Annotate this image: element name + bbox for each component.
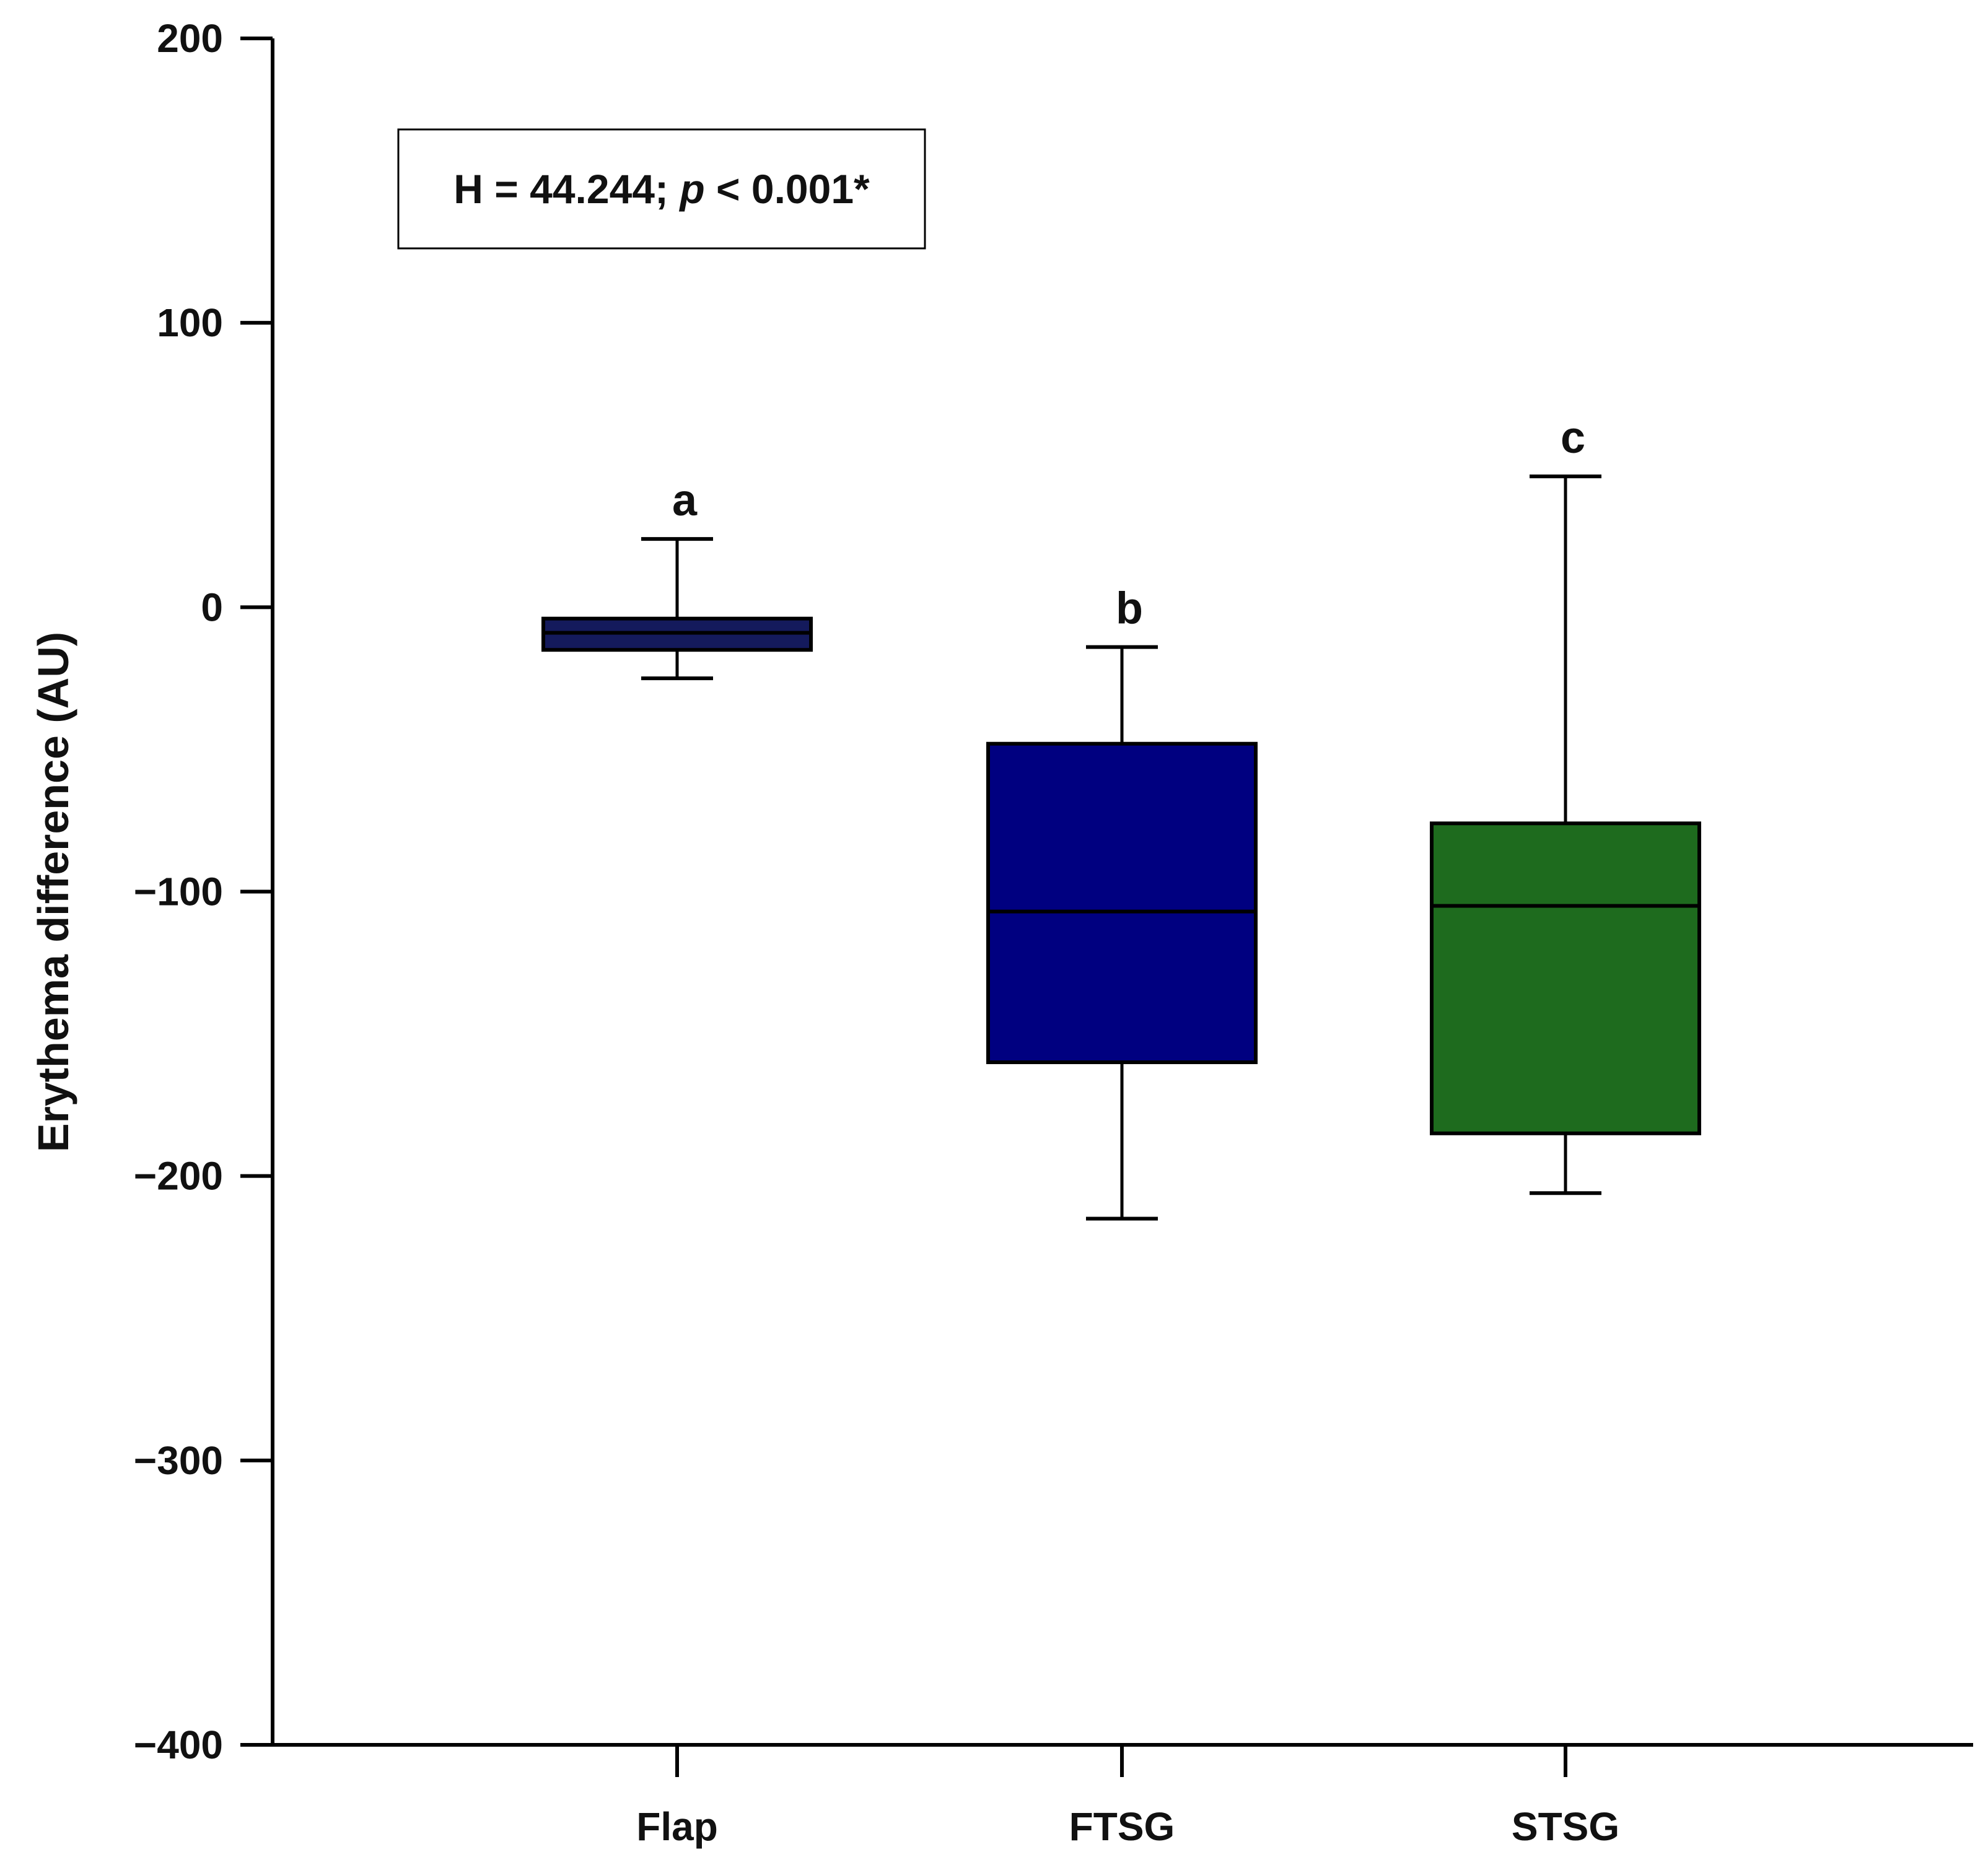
box-ftsg: b xyxy=(986,584,1258,1221)
x-tick-label: STSG xyxy=(1512,1804,1619,1849)
boxes-layer: a b c xyxy=(541,413,1701,1221)
significance-letter: b xyxy=(1116,584,1143,634)
y-ticks: 200 100 0 −100 −200 −300 −400 xyxy=(134,16,273,1767)
box-flap: a xyxy=(541,476,813,681)
y-tick-label: 0 xyxy=(201,585,223,629)
iqr-box xyxy=(986,741,1258,1064)
stat-annotation: H = 44.244; p < 0.001* xyxy=(397,128,926,250)
y-tick-label: −300 xyxy=(134,1438,223,1483)
y-tick-label: −100 xyxy=(134,870,223,914)
x-ticks: Flap FTSG STSG xyxy=(636,1745,1619,1849)
stat-annotation-box xyxy=(397,128,926,250)
y-tick-label: 200 xyxy=(157,16,223,61)
iqr-box xyxy=(1430,821,1701,1135)
x-tick-label: FTSG xyxy=(1069,1804,1175,1849)
stat-h-value: H = 44.244; xyxy=(453,166,680,212)
x-tick-label: Flap xyxy=(636,1804,718,1849)
significance-letter: a xyxy=(672,476,698,525)
box-stsg: c xyxy=(1430,413,1701,1195)
y-tick-label: −200 xyxy=(134,1154,223,1199)
y-tick-label: −400 xyxy=(134,1723,223,1767)
stat-p-value: < 0.001* xyxy=(705,166,870,212)
stat-p-symbol: p xyxy=(678,166,704,212)
significance-letter: c xyxy=(1561,413,1585,463)
y-axis-title: Erythema difference (AU) xyxy=(29,632,77,1152)
y-tick-label: 100 xyxy=(157,300,223,345)
stat-annotation-text: H = 44.244; p < 0.001* xyxy=(453,166,870,212)
